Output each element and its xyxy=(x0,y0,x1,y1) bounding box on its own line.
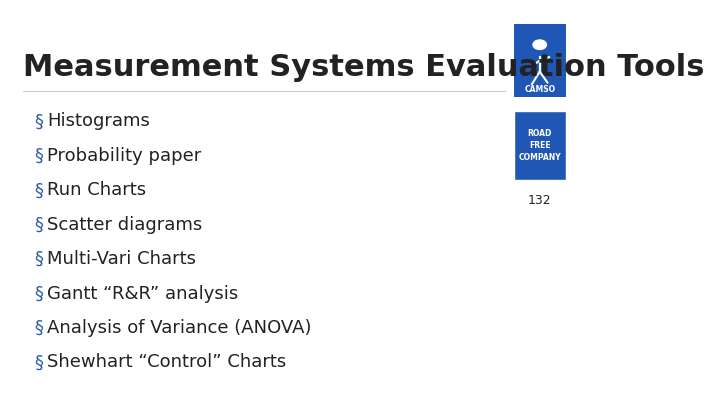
Text: §: § xyxy=(35,285,43,303)
Text: CAMSO: CAMSO xyxy=(524,85,555,94)
Text: Shewhart “Control” Charts: Shewhart “Control” Charts xyxy=(47,354,287,371)
Text: §: § xyxy=(35,181,43,199)
Text: ROAD
FREE
COMPANY: ROAD FREE COMPANY xyxy=(518,129,561,162)
Text: Gantt “R&R” analysis: Gantt “R&R” analysis xyxy=(47,285,238,303)
Text: §: § xyxy=(35,147,43,165)
Text: Analysis of Variance (ANOVA): Analysis of Variance (ANOVA) xyxy=(47,319,312,337)
Text: Probability paper: Probability paper xyxy=(47,147,202,165)
FancyBboxPatch shape xyxy=(514,24,566,97)
Text: §: § xyxy=(35,250,43,268)
Text: §: § xyxy=(35,113,43,130)
Text: Histograms: Histograms xyxy=(47,113,150,130)
Text: Run Charts: Run Charts xyxy=(47,181,146,199)
Text: Multi-Vari Charts: Multi-Vari Charts xyxy=(47,250,196,268)
Text: §: § xyxy=(35,354,43,371)
Text: Measurement Systems Evaluation Tools: Measurement Systems Evaluation Tools xyxy=(23,53,704,82)
Text: 132: 132 xyxy=(528,194,552,207)
FancyBboxPatch shape xyxy=(514,111,566,180)
Text: Scatter diagrams: Scatter diagrams xyxy=(47,216,202,234)
Text: §: § xyxy=(35,319,43,337)
Text: §: § xyxy=(35,216,43,234)
Circle shape xyxy=(533,40,546,49)
